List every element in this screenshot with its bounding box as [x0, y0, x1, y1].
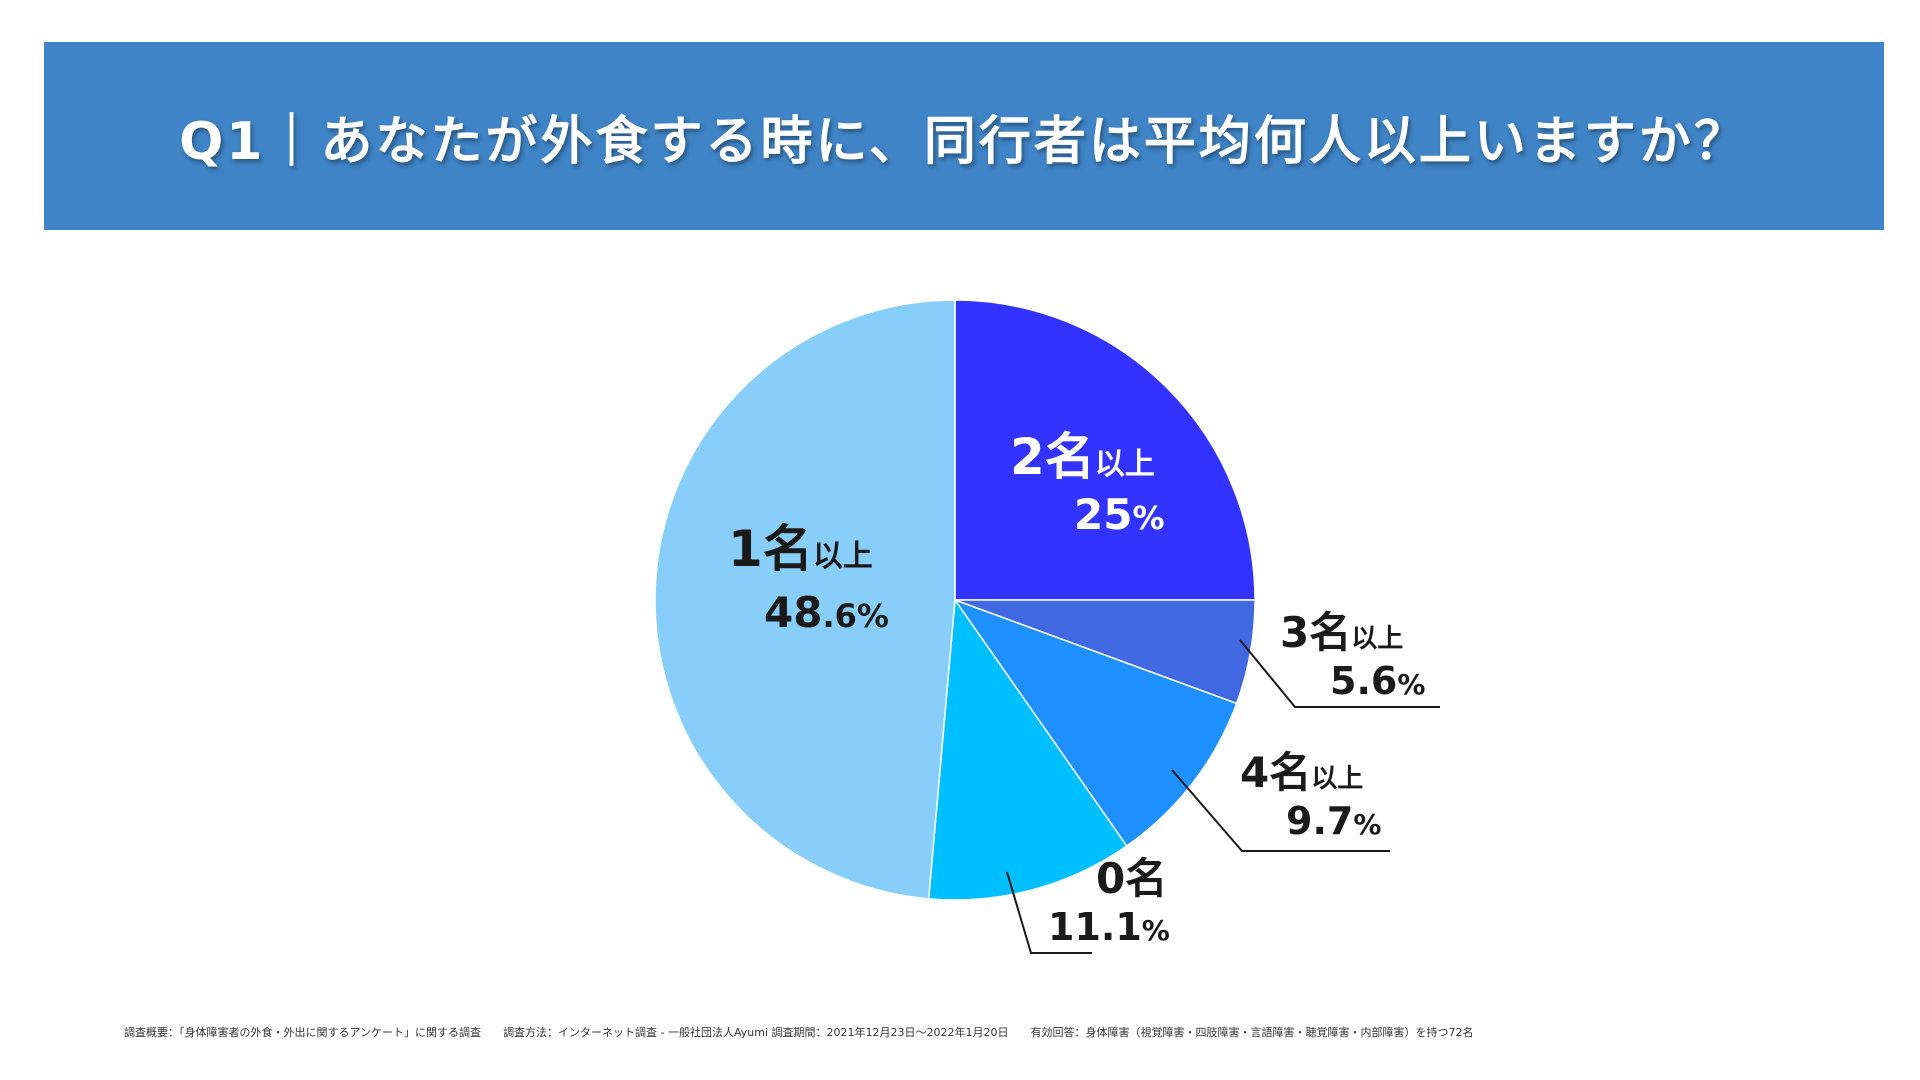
label-0-pct: 11: [1048, 905, 1101, 949]
label-4plus-pctsign: %: [1353, 808, 1382, 841]
label-4plus-suffix: 以上: [1311, 764, 1364, 794]
label-0-num: 0: [1096, 854, 1126, 903]
label-3plus-pctdec: .6: [1356, 659, 1398, 703]
label-1plus-pctsign: %: [856, 597, 889, 635]
label-2plus: 2名以上 25%: [1010, 432, 1165, 536]
label-2plus-suffix: 以上: [1094, 447, 1155, 482]
label-4plus-unit: 名: [1269, 748, 1312, 797]
label-1plus-suffix: 以上: [812, 539, 873, 574]
leader-line-0: [1006, 871, 1092, 954]
label-0-unit: 名: [1125, 854, 1168, 903]
footnote-valid: 有効回答：身体障害（視覚障害・四肢障害・言語障害・聴覚障害・内部障害）を持つ72…: [1030, 1026, 1474, 1039]
label-1plus: 1名以上 48.6%: [728, 524, 889, 634]
pie-slice-0: [927, 597, 1128, 901]
label-1plus-unit: 名: [762, 520, 813, 578]
label-3plus-suffix: 以上: [1351, 624, 1404, 654]
label-0-pctsign: %: [1141, 914, 1170, 947]
label-3plus-unit: 名: [1309, 608, 1352, 657]
label-2plus-pctsign: %: [1132, 499, 1165, 537]
leader-line-3plus: [1239, 639, 1440, 708]
label-3plus: 3名以上 5.6%: [1280, 612, 1426, 703]
pie-slice-2plus: [954, 299, 1256, 601]
survey-footnote: 調査概要：「身体障害者の外食・外出に関するアンケート」に関する調査 調査方法：イ…: [124, 1024, 1824, 1040]
label-1plus-pct: 48: [764, 588, 823, 637]
label-4plus-pct: 9: [1286, 799, 1313, 843]
title-banner: Q1｜あなたが外食する時に、同行者は平均何人以上いますか？: [44, 42, 1884, 230]
chart-title: Q1｜あなたが外食する時に、同行者は平均何人以上いますか？: [179, 111, 1749, 172]
label-1plus-pctdec: .6: [822, 597, 857, 635]
footnote-method: 調査方法：インターネット調査 - 一般社団法人Ayumi 調査期間：2021年1…: [503, 1026, 1009, 1039]
label-4plus: 4名以上 9.7%: [1240, 752, 1382, 843]
label-1plus-num: 1: [728, 520, 763, 578]
label-4plus-pctdec: .7: [1312, 799, 1354, 843]
label-2plus-num: 2: [1010, 428, 1045, 486]
pie-slice-1plus: [654, 299, 956, 900]
footnote-overview: 調査概要：「身体障害者の外食・外出に関するアンケート」に関する調査: [124, 1026, 482, 1039]
leader-line-4plus: [1171, 769, 1390, 852]
label-2plus-unit: 名: [1044, 428, 1095, 486]
label-3plus-pctsign: %: [1397, 668, 1426, 701]
label-4plus-num: 4: [1240, 748, 1270, 797]
label-3plus-pct: 5: [1330, 659, 1357, 703]
label-2plus-pct: 25: [1074, 490, 1133, 539]
pie-slice-4plus: [953, 598, 1238, 848]
label-0-pctdec: .1: [1100, 905, 1142, 949]
label-3plus-num: 3: [1280, 608, 1310, 657]
label-0: 0名 11.1%: [1048, 858, 1170, 949]
